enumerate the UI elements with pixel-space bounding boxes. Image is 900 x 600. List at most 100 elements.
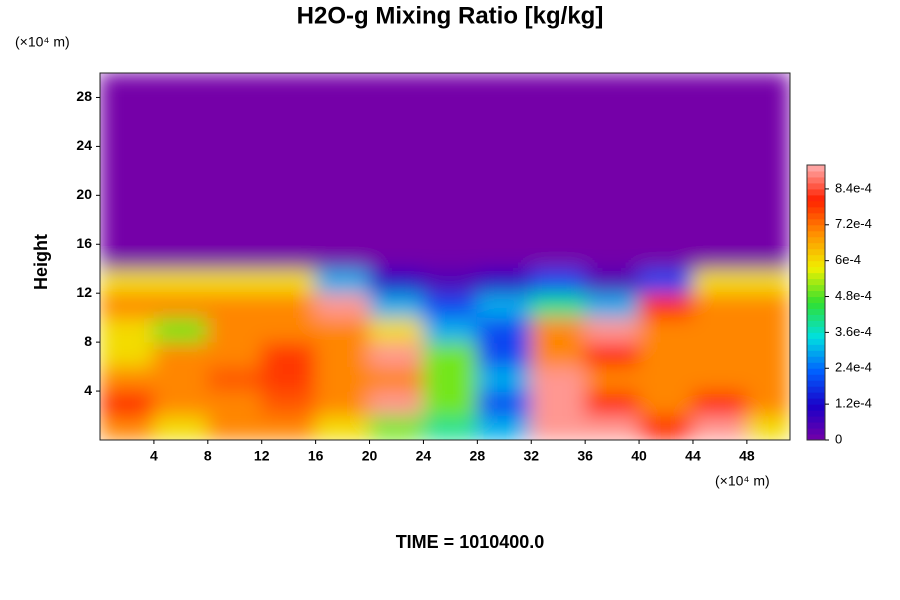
heatmap-cell [692, 292, 748, 319]
colorbar-band [807, 206, 825, 214]
heatmap-cell [422, 243, 478, 270]
x-tick-label: 36 [577, 448, 593, 464]
colorbar-band [807, 374, 825, 381]
heatmap-cell [638, 243, 694, 270]
heatmap-cell [692, 219, 748, 245]
colorbar-band [807, 224, 825, 232]
x-tick-label: 28 [470, 448, 486, 464]
heatmap-cell [153, 268, 209, 294]
heatmap-cell [261, 73, 317, 98]
heatmap-cell [207, 96, 263, 123]
colorbar-band [807, 392, 825, 399]
heatmap-cell [422, 268, 478, 294]
heatmap-cell [153, 96, 209, 123]
heatmap-cell [315, 121, 371, 147]
heatmap-cell [584, 96, 640, 123]
heatmap-cell [746, 317, 790, 343]
heatmap-cell [100, 219, 155, 245]
heatmap-cell [315, 194, 371, 221]
heatmap-cell [422, 194, 478, 221]
heatmap-cell [153, 341, 209, 368]
colorbar-band [807, 278, 825, 286]
heatmap-cell [100, 170, 155, 196]
heatmap-cell [369, 268, 424, 294]
colorbar-tick-label: 7.2e-4 [835, 216, 872, 231]
heatmap-cell [584, 73, 640, 98]
heatmap-cell [369, 73, 424, 98]
heatmap-cell [584, 366, 640, 392]
heatmap-cell [422, 73, 478, 98]
heatmap-cell [584, 121, 640, 147]
heatmap-cell [746, 96, 790, 123]
heatmap-cell [638, 219, 694, 245]
heatmap-cell [261, 170, 317, 196]
heatmap-cell [746, 194, 790, 221]
heatmap-cell [369, 292, 424, 319]
heatmap-cell [315, 341, 371, 368]
heatmap-cell [207, 292, 263, 319]
chart-title: H2O-g Mixing Ratio [kg/kg] [297, 2, 604, 29]
heatmap-cell [746, 170, 790, 196]
heatmap-cell [746, 121, 790, 147]
colorbar-band [807, 194, 825, 202]
heatmap-cell [530, 170, 586, 196]
heatmap-cell [476, 194, 532, 221]
heatmap-cell [638, 96, 694, 123]
y-tick-label: 28 [76, 88, 92, 104]
heatmap-cell [692, 145, 748, 172]
heatmap-cell [261, 390, 317, 417]
colorbar-frame [806, 164, 826, 441]
colorbar-band [807, 344, 825, 351]
y-tick-label: 16 [76, 235, 92, 251]
heatmap-cell [746, 341, 790, 368]
heatmap-cell [422, 366, 478, 392]
heatmap-cell [584, 390, 640, 417]
heatmap-cell [476, 145, 532, 172]
y-tick-label: 8 [84, 333, 92, 349]
heatmap-cell [315, 317, 371, 343]
heatmap-cell [369, 243, 424, 270]
heatmap-cell [746, 73, 790, 98]
heatmap-cell [476, 341, 532, 368]
heatmap-cell [530, 390, 586, 417]
heatmap-cell [530, 73, 586, 98]
colorbar-band [807, 428, 825, 435]
heatmap-cell [153, 194, 209, 221]
heatmap-cell [422, 145, 478, 172]
heatmap-cell [638, 415, 694, 440]
colorbar-band [807, 266, 825, 274]
colorbar-band [807, 230, 825, 238]
heatmap-cell [746, 415, 790, 440]
heatmap-cell [530, 194, 586, 221]
heatmap-cell [692, 317, 748, 343]
colorbar-band [807, 242, 825, 250]
colorbar-band [807, 254, 825, 262]
heatmap-cell [638, 390, 694, 417]
heatmap-cell [261, 292, 317, 319]
heatmap-cell [584, 243, 640, 270]
heatmap-cell [315, 366, 371, 392]
colorbar-band [807, 404, 825, 411]
heatmap-cell [746, 268, 790, 294]
heatmap-cell [207, 366, 263, 392]
heatmap-cell [638, 366, 694, 392]
heatmap-cell [692, 121, 748, 147]
heatmap-cell [315, 292, 371, 319]
heatmap-cell [692, 194, 748, 221]
heatmap-cell [422, 317, 478, 343]
heatmap-cell [261, 194, 317, 221]
heatmap-cell [530, 96, 586, 123]
heatmap-cell [369, 194, 424, 221]
colorbar-tick-label: 6e-4 [835, 252, 861, 267]
y-tick-label: 20 [76, 186, 92, 202]
colorbar-band [807, 368, 825, 375]
colorbar-band [807, 332, 825, 339]
heatmap-cell [261, 121, 317, 147]
heatmap-cell [692, 73, 748, 98]
heatmap-cell [422, 170, 478, 196]
heatmap-cell [476, 170, 532, 196]
plot-frame [99, 72, 791, 441]
heatmap-cell [207, 341, 263, 368]
heatmap-cell [692, 390, 748, 417]
heatmap-cell [422, 219, 478, 245]
